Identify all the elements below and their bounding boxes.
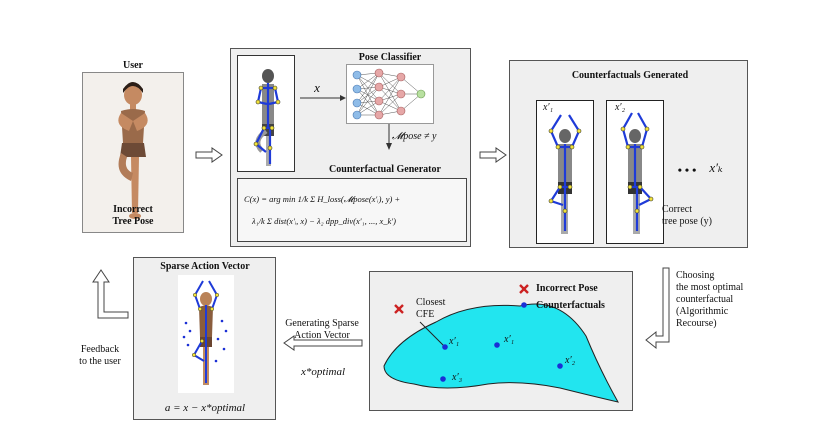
generator-formula-box: C(x) = arg min 1/k Σ H_loss(𝓜pose(x′ᵢ), … [237, 178, 467, 242]
arrow-feedback [92, 269, 129, 319]
feedback-line2: to the user [79, 356, 121, 367]
generator-formula-line1: C(x) = arg min 1/k Σ H_loss(𝓜pose(x′ᵢ), … [244, 194, 401, 204]
neural-network [346, 64, 434, 124]
arrow-classifier-to-cf [479, 147, 507, 163]
generating-symbol: x*optimal [301, 366, 345, 378]
generating-line1: Generating Sparse [285, 318, 359, 329]
classifier-title: Pose Classifier [358, 52, 422, 63]
closest-cfe-line2: CFE [416, 309, 435, 320]
user-caption-line1: Incorrect [113, 204, 153, 215]
cf-caption-line1: Correct [662, 204, 692, 215]
cf-point-2-label: x′₁ [504, 334, 515, 345]
cf-ellipsis: • • • [677, 163, 697, 177]
generator-formula-line2: λ₁/k Σ dist(x′ᵢ, x) − λ₂ dpp_div(x′₁, ..… [252, 216, 396, 226]
choosing-line3: counterfactual [676, 294, 734, 305]
legend-incorrect-label: Incorrect Pose [536, 283, 598, 294]
generating-line2: Action Vector [294, 330, 350, 341]
feedback-line1: Feedback [80, 344, 120, 355]
legend-cf-label: Counterfactuals [536, 300, 605, 311]
sparse-title: Sparse Action Vector [160, 261, 250, 272]
classifier-output-expr: 𝓜pose ≠ y [392, 131, 437, 142]
user-pose-figure [118, 82, 148, 219]
classifier-input-symbol: x [314, 80, 320, 95]
choosing-line4: (Algorithmic [676, 306, 729, 317]
user-caption-line2: Tree Pose [112, 216, 154, 227]
cf-point-3-label: x′₃ [452, 372, 463, 383]
cfk-label: x′ₖ [709, 160, 723, 175]
cf2-label: x′₂ [614, 102, 626, 113]
generator-title: Counterfactual Generator [329, 164, 441, 175]
counterfactuals-title: Counterfactuals Generated [571, 70, 689, 81]
cf2-image [606, 100, 664, 244]
choosing-line5: Recourse) [676, 318, 717, 329]
user-title: User [123, 60, 143, 71]
cf1-image [536, 100, 594, 244]
cf-point-closest-label: x′₁ [449, 336, 460, 347]
sparse-formula: a = x − x*optimal [164, 402, 246, 414]
sparse-pose-image [178, 275, 234, 393]
cf-point-4-label: x′₂ [565, 355, 576, 366]
arrow-choosing [645, 267, 670, 350]
arrow-user-to-classifier [195, 147, 223, 163]
closest-cfe-line1: Closest [416, 297, 446, 308]
choosing-line1: Choosing [676, 270, 715, 281]
cf1-label: x′₁ [542, 102, 554, 113]
user-panel [82, 72, 184, 233]
cf-caption-line2: tree pose (y) [662, 216, 712, 227]
skeleton-image-input [237, 55, 295, 172]
choosing-line2: the most optimal [676, 282, 744, 293]
